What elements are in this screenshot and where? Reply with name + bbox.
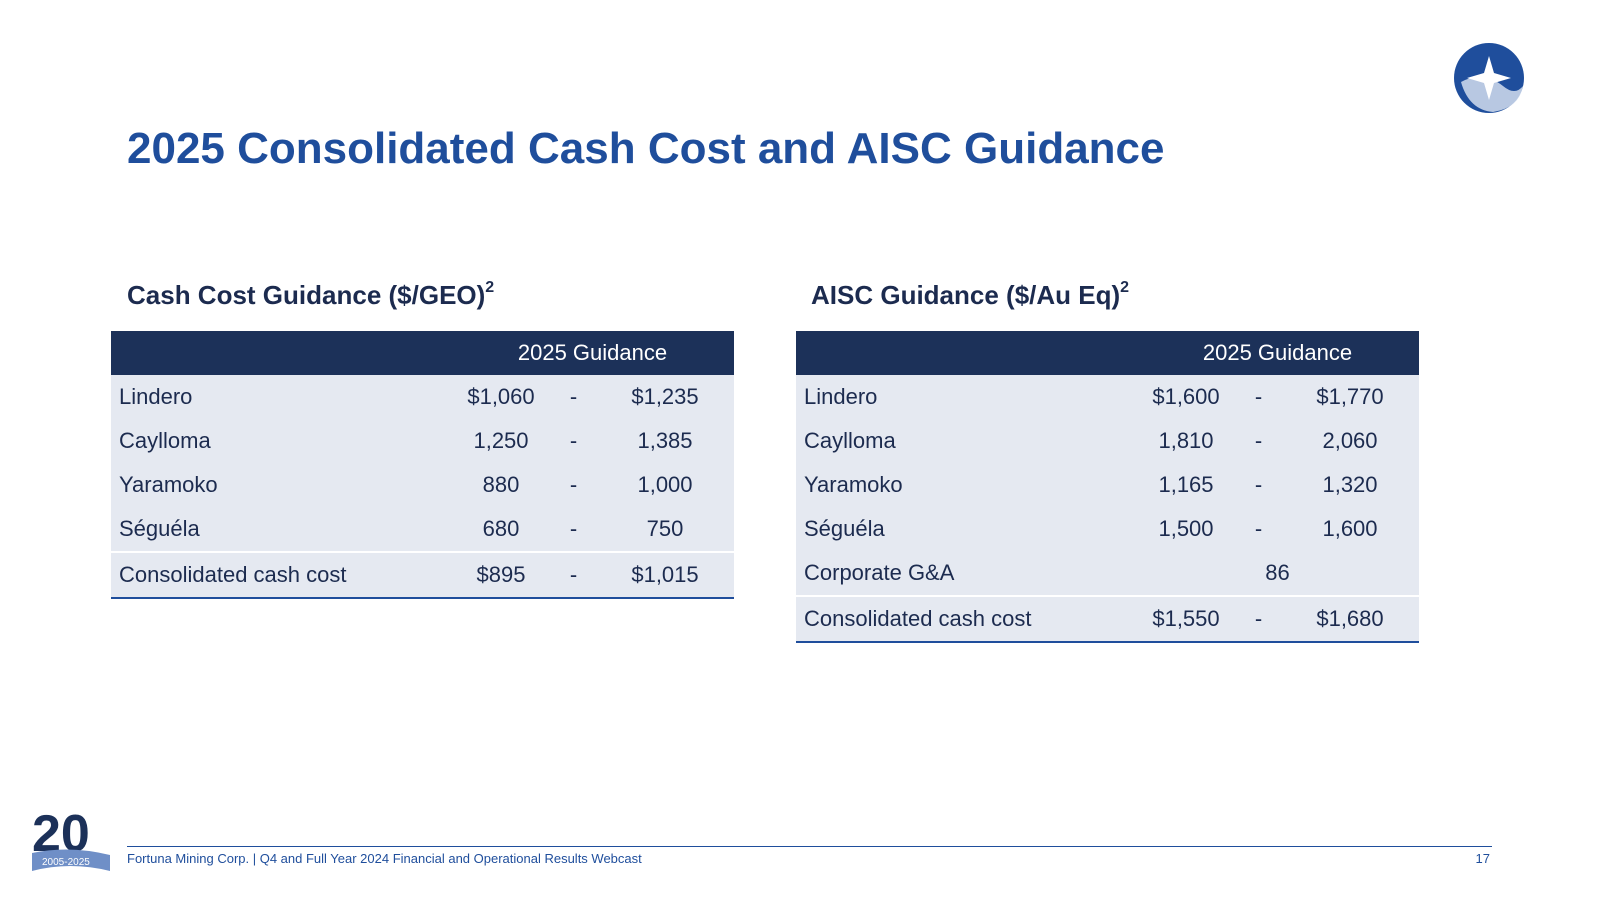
low-value: $895: [451, 551, 551, 599]
cash-cost-table: 2025 Guidance Lindero $1,060 - $1,235 Ca…: [111, 331, 734, 599]
table-header-row: 2025 Guidance: [111, 331, 734, 375]
low-value: 1,810: [1136, 419, 1236, 463]
table-row: Yaramoko 1,165 - 1,320: [796, 463, 1419, 507]
aisc-section-title: AISC Guidance ($/Au Eq)2: [811, 279, 1130, 310]
corporate-value: 86: [1136, 551, 1419, 597]
low-value: 880: [451, 463, 551, 507]
guidance-header: 2025 Guidance: [451, 331, 734, 375]
guidance-header: 2025 Guidance: [1136, 331, 1419, 375]
high-value: 1,000: [596, 463, 734, 507]
range-separator: -: [1236, 463, 1281, 507]
range-separator: -: [551, 551, 596, 599]
mine-name: Séguéla: [111, 507, 451, 552]
corporate-label: Corporate G&A: [796, 551, 1136, 597]
table-row: Caylloma 1,250 - 1,385: [111, 419, 734, 463]
low-value: 1,500: [1136, 507, 1236, 551]
range-separator: -: [1236, 419, 1281, 463]
corporate-row: Corporate G&A 86: [796, 551, 1419, 597]
low-value: 680: [451, 507, 551, 552]
anniversary-badge-icon: 20 2005-2025: [32, 805, 110, 871]
high-value: 2,060: [1281, 419, 1419, 463]
high-value: 750: [596, 507, 734, 552]
high-value: 1,385: [596, 419, 734, 463]
mine-name: Lindero: [111, 375, 451, 419]
footnote-marker: 2: [485, 279, 495, 297]
cash-cost-section-title: Cash Cost Guidance ($/GEO)2: [127, 279, 495, 310]
range-separator: -: [1236, 595, 1281, 643]
mine-name: Séguéla: [796, 507, 1136, 551]
footer-text: Fortuna Mining Corp. | Q4 and Full Year …: [127, 851, 642, 866]
mine-name: Caylloma: [796, 419, 1136, 463]
mine-name: Yaramoko: [796, 463, 1136, 507]
table-row: Lindero $1,060 - $1,235: [111, 375, 734, 419]
high-value: $1,680: [1281, 595, 1419, 643]
aisc-table: 2025 Guidance Lindero $1,600 - $1,770 Ca…: [796, 331, 1419, 643]
anniversary-years: 2005-2025: [42, 857, 90, 868]
mine-name: Lindero: [796, 375, 1136, 419]
table-row: Séguéla 680 - 750: [111, 507, 734, 552]
low-value: $1,550: [1136, 595, 1236, 643]
range-separator: -: [551, 507, 596, 552]
high-value: 1,320: [1281, 463, 1419, 507]
mine-name: Yaramoko: [111, 463, 451, 507]
total-label: Consolidated cash cost: [796, 595, 1136, 643]
low-value: 1,165: [1136, 463, 1236, 507]
fortuna-logo-icon: [1454, 43, 1524, 113]
range-separator: -: [551, 463, 596, 507]
range-separator: -: [1236, 375, 1281, 419]
page-title: 2025 Consolidated Cash Cost and AISC Gui…: [127, 124, 1165, 173]
table-header-row: 2025 Guidance: [796, 331, 1419, 375]
total-row: Consolidated cash cost $895 - $1,015: [111, 551, 734, 599]
high-value: $1,235: [596, 375, 734, 419]
page-number: 17: [1475, 851, 1490, 866]
low-value: $1,060: [451, 375, 551, 419]
footer-divider: [127, 846, 1492, 847]
range-separator: -: [1236, 507, 1281, 551]
low-value: $1,600: [1136, 375, 1236, 419]
table-row: Séguéla 1,500 - 1,600: [796, 507, 1419, 551]
high-value: 1,600: [1281, 507, 1419, 551]
high-value: $1,770: [1281, 375, 1419, 419]
high-value: $1,015: [596, 551, 734, 599]
table-row: Yaramoko 880 - 1,000: [111, 463, 734, 507]
range-separator: -: [551, 419, 596, 463]
mine-name: Caylloma: [111, 419, 451, 463]
total-label: Consolidated cash cost: [111, 551, 451, 599]
low-value: 1,250: [451, 419, 551, 463]
footnote-marker: 2: [1120, 279, 1130, 297]
total-row: Consolidated cash cost $1,550 - $1,680: [796, 595, 1419, 643]
table-row: Lindero $1,600 - $1,770: [796, 375, 1419, 419]
table-row: Caylloma 1,810 - 2,060: [796, 419, 1419, 463]
range-separator: -: [551, 375, 596, 419]
